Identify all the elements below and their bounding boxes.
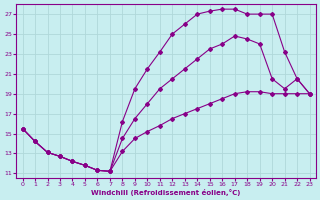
X-axis label: Windchill (Refroidissement éolien,°C): Windchill (Refroidissement éolien,°C) (92, 189, 241, 196)
